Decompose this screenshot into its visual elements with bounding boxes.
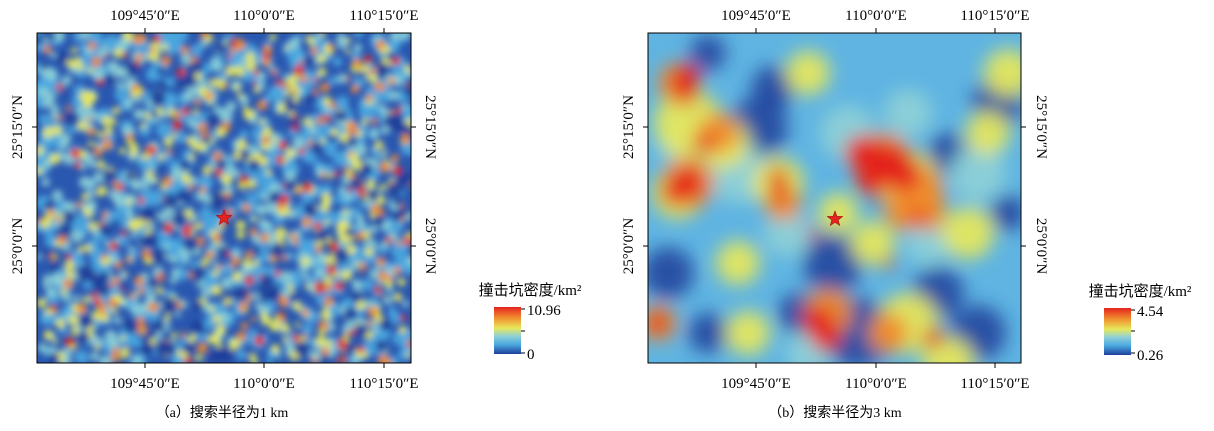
top-tick-label: 109°45′0″E [721,8,791,24]
legend-title: 撞击坑密度/km² [1089,282,1192,300]
top-tick-label: 110°0′0″E [845,8,907,24]
legend-color-ramp [494,307,521,354]
legend-color-ramp [1104,308,1131,355]
bottom-tick-label: 110°15′0″E [349,376,418,392]
legend-min-label: 0.26 [1137,348,1164,364]
tick-marks-a [32,28,416,368]
star-icon [215,209,233,226]
left-tick-label: 25°0′0″N [10,218,26,275]
left-tick-label: 25°15′0″N [621,95,637,159]
top-tick-label: 110°0′0″E [233,8,295,24]
right-tick-label: 25°0′0″N [1033,218,1049,275]
bottom-tick-label: 109°45′0″E [721,376,791,392]
left-tick-label: 25°0′0″N [621,218,637,275]
bottom-tick-label: 110°0′0″E [233,376,295,392]
bottom-tick-label: 110°15′0″E [960,376,1029,392]
top-tick-label: 110°15′0″E [349,8,418,24]
caption-a: （a）搜索半径为1 km [156,404,289,421]
map-frame-a [36,32,412,364]
panel-b: 109°45′0″E 110°0′0″E 110°15′0″E 109°45′0… [621,8,1192,421]
legend-a: 撞击坑密度/km² 10.96 0 [479,281,582,363]
density-map-b [648,33,1021,363]
top-tick-label: 110°15′0″E [960,8,1029,24]
right-tick-label: 25°0′0″N [422,218,438,275]
top-tick-label: 109°45′0″E [110,8,180,24]
legend-b: 撞击坑密度/km² 4.54 0.26 [1089,282,1192,364]
legend-max-label: 10.96 [527,303,561,319]
density-map-a [37,33,411,363]
map-frame-b [647,32,1022,364]
right-tick-label: 25°15′0″N [422,95,438,159]
legend-min-label: 0 [527,347,535,363]
right-tick-label: 25°15′0″N [1033,95,1049,159]
legend-title: 撞击坑密度/km² [479,281,582,299]
panel-a: 109°45′0″E 110°0′0″E 110°15′0″E 109°45′0… [10,8,582,421]
tick-marks-b [643,28,1026,368]
bottom-tick-label: 109°45′0″E [110,376,180,392]
caption-b: （b）搜索半径为3 km [768,404,901,421]
bottom-tick-label: 110°0′0″E [845,376,907,392]
left-tick-label: 25°15′0″N [10,95,26,159]
star-icon [826,210,844,227]
legend-max-label: 4.54 [1137,304,1164,320]
